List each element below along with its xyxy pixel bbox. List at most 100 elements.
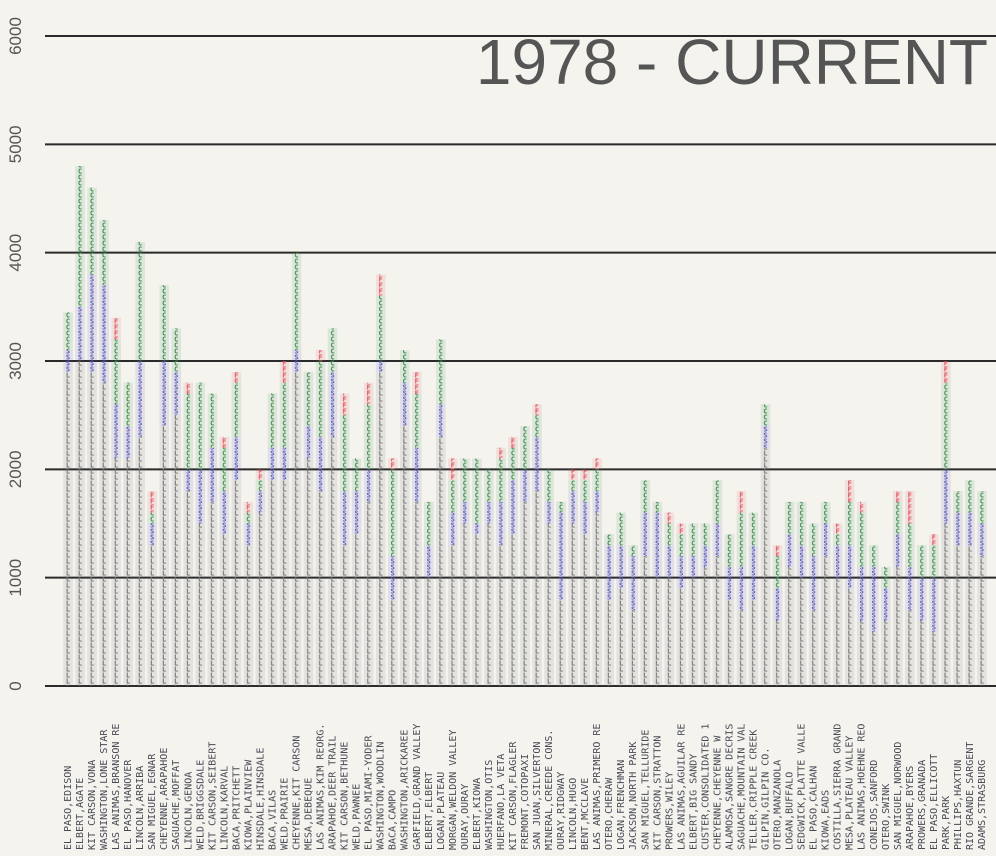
bar-segment <box>387 556 398 600</box>
x-tick-label: SEDGWICK,PLATTE VALLE <box>797 724 808 850</box>
x-tick-label: BACA,CAMPO <box>388 790 399 850</box>
x-tick-label: WASHINGTON,OTIS <box>484 760 495 850</box>
y-tick-label: 0 <box>6 681 25 690</box>
bar-segment <box>965 545 975 686</box>
bar-segment <box>856 621 867 686</box>
bar-segment <box>844 545 855 589</box>
bar-segment <box>784 566 795 686</box>
bar-segment <box>664 512 675 524</box>
x-tick-label: CHEYENNE,CHEYENNE W <box>712 735 723 850</box>
bar-segment <box>472 534 482 686</box>
bar-segment <box>832 523 843 535</box>
bar-segment <box>243 512 254 524</box>
x-tick-label: BACA,VILAS <box>267 790 278 850</box>
x-tick-label: SAN JUAN,SILVERTON <box>532 742 543 850</box>
bar-segment <box>147 523 158 546</box>
x-tick-label: MORGAN,WELDON VALLEY <box>448 730 459 850</box>
bar-segment <box>339 491 350 546</box>
bar-segment <box>905 566 915 611</box>
bar-segment <box>147 512 158 524</box>
bar-segment <box>604 545 614 600</box>
bar-segment <box>99 285 109 383</box>
bar-segment <box>496 458 506 502</box>
bar-segment <box>640 512 651 556</box>
bar-segment <box>135 241 145 361</box>
bar-segment <box>63 371 73 686</box>
bar-segment <box>652 512 663 578</box>
bar-segment <box>556 512 566 600</box>
x-tick-label: WELD,BRIGGSDALE <box>195 760 206 850</box>
bar-segment <box>327 328 338 372</box>
bar-segment <box>279 361 290 383</box>
x-tick-label: PHILLIPS,HAXTUN <box>953 760 964 850</box>
x-tick-label: PARK,PARK <box>941 796 952 850</box>
x-tick-label: KIT CARSON,SEIBERT <box>207 742 218 850</box>
bar-segment <box>231 436 242 481</box>
bar-segment <box>375 296 386 361</box>
bar-segment <box>75 361 85 686</box>
bar-segment <box>556 599 566 686</box>
bar-segment <box>664 545 675 578</box>
bar-segment <box>75 166 85 307</box>
bar-segment <box>183 491 194 686</box>
bar-segment <box>796 501 807 546</box>
bar-segment <box>856 566 867 621</box>
bar-segment <box>676 534 687 556</box>
bar-segment <box>111 404 121 459</box>
bar-segment <box>472 523 482 535</box>
bar-segment <box>423 577 434 686</box>
bar-segment <box>387 599 398 686</box>
bar-segment <box>327 371 338 437</box>
bar-segment <box>676 523 687 535</box>
bar-segment <box>724 566 735 600</box>
x-tick-label: EL PASO,CALHAN <box>809 766 820 850</box>
x-tick-label: OTERO,SWINK <box>881 784 892 850</box>
bar-segment <box>568 469 578 481</box>
bar-segment <box>472 458 482 524</box>
x-tick-label: KIOWA,EADS <box>821 790 832 850</box>
x-tick-label: GARFIELD,GRAND VALLEY <box>412 724 423 850</box>
bar-segment <box>195 469 206 524</box>
bar-segment <box>628 610 639 686</box>
bar-segment <box>207 393 218 448</box>
bar-segment <box>63 312 73 351</box>
x-tick-label: KIT CARSON,BETHUNE <box>340 742 351 850</box>
bar-segment <box>87 371 97 686</box>
bar-segment <box>568 480 578 491</box>
x-tick-label: PROWERS,WILEY <box>664 772 675 850</box>
bar-segment <box>303 426 314 459</box>
bar-segment <box>375 274 386 296</box>
x-tick-label: CHEYENNE,ARAPAHOE <box>159 748 170 850</box>
x-tick-label: HINSDALE,HINSDALE <box>255 748 266 850</box>
x-tick-label: ELBERT,ELBERT <box>424 772 435 850</box>
bar-segment <box>460 523 470 686</box>
bar-segment <box>255 469 266 481</box>
x-tick-label: WASHINGTON,ARICKAREE <box>400 730 411 850</box>
y-tick-label: 4000 <box>6 234 25 272</box>
bar-segment <box>784 501 795 535</box>
chart-title: 1978 - CURRENT <box>476 26 988 98</box>
x-tick-label: LAS ANIMAS,BRANSON RE <box>111 724 122 850</box>
x-tick-label: LINCOLN,HUGO <box>568 778 579 850</box>
bar-segment <box>243 545 254 686</box>
bar-segment <box>580 534 590 686</box>
bar-segment <box>315 436 326 491</box>
x-tick-label: LOGAN,PLATEAU <box>436 772 447 850</box>
bar-segment <box>568 491 578 524</box>
y-tick-label: 5000 <box>6 125 25 163</box>
bar-segment <box>508 436 518 448</box>
bar-segment <box>905 610 915 686</box>
x-tick-label: JACKSON,NORTH PARK <box>628 742 639 850</box>
bar-segment <box>772 545 783 556</box>
x-tick-label: LOGAN,BUFFALO <box>785 772 796 850</box>
bar-segment <box>219 534 230 686</box>
bar-segment <box>772 621 783 686</box>
bar-segment <box>844 480 855 502</box>
y-tick-label: 3000 <box>6 342 25 380</box>
bar-segment <box>123 382 133 426</box>
x-tick-label: SAGUACHE,MOUNTAIN VAL <box>736 724 747 850</box>
bar-segment <box>279 382 290 448</box>
bar-segment <box>977 523 987 556</box>
bar-segment <box>460 501 470 524</box>
bar-segment <box>748 599 759 686</box>
